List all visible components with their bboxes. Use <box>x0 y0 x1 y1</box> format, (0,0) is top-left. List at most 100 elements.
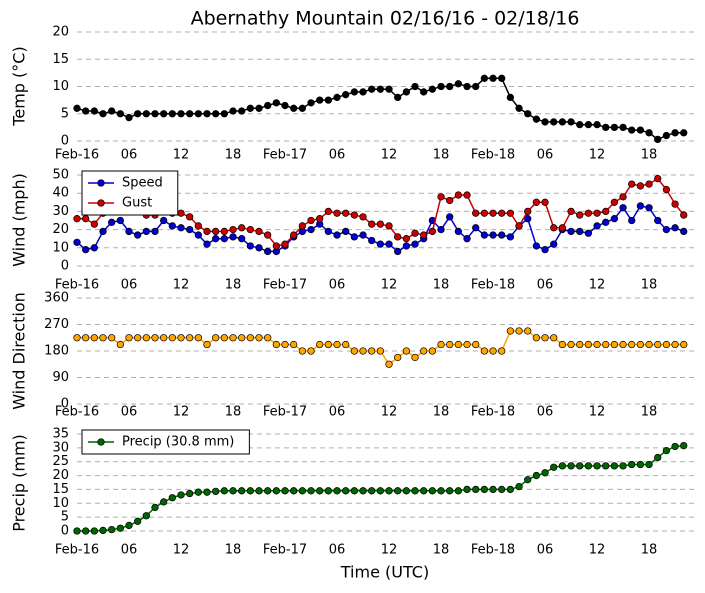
data-point <box>480 209 489 217</box>
data-point <box>90 527 98 535</box>
data-point <box>238 334 246 342</box>
data-point <box>186 110 194 118</box>
data-point <box>645 129 653 137</box>
data-point <box>255 244 263 252</box>
data-point <box>125 521 133 530</box>
data-point <box>472 224 480 232</box>
data-point <box>524 110 532 118</box>
data-point <box>255 334 263 342</box>
data-point <box>160 334 168 342</box>
data-point <box>73 238 81 246</box>
data-point <box>671 340 679 349</box>
data-point <box>229 225 237 234</box>
data-point <box>602 462 610 470</box>
data-point <box>610 340 619 349</box>
y-tick-label: 20 <box>52 222 69 237</box>
x-tick-label: 06 <box>121 278 138 293</box>
data-point <box>472 209 480 217</box>
x-tick-label: 06 <box>329 405 346 420</box>
data-point <box>264 247 272 256</box>
data-point <box>264 231 272 239</box>
data-point <box>524 476 532 484</box>
data-point <box>220 110 228 118</box>
data-point <box>437 487 445 495</box>
data-point <box>99 227 107 236</box>
x-tick-label: Feb-17 <box>263 278 307 293</box>
data-point <box>550 240 558 248</box>
data-point <box>151 110 159 118</box>
data-point <box>437 225 445 234</box>
data-point <box>264 487 272 495</box>
x-tick-label: Feb-18 <box>471 278 515 293</box>
data-point <box>272 242 281 250</box>
data-point <box>671 224 679 232</box>
data-point <box>628 126 636 134</box>
data-point <box>125 334 133 342</box>
data-point <box>333 487 341 495</box>
data-point <box>558 224 567 232</box>
data-point <box>584 229 593 237</box>
x-tick-label: 06 <box>537 405 554 420</box>
data-point <box>350 347 359 355</box>
data-point <box>454 487 463 495</box>
data-point <box>212 334 220 342</box>
data-point <box>229 233 237 241</box>
data-point <box>290 104 298 112</box>
data-point <box>368 487 376 495</box>
data-point <box>558 462 567 470</box>
data-point <box>142 110 150 118</box>
data-point <box>654 340 662 349</box>
data-point <box>567 118 575 126</box>
data-point <box>281 101 289 110</box>
data-point <box>229 107 237 115</box>
x-tick-label: 18 <box>433 148 450 163</box>
data-point <box>316 487 324 495</box>
data-point <box>636 126 645 134</box>
x-tick-label: 12 <box>589 148 606 163</box>
data-point <box>515 327 523 335</box>
x-tick-label: 18 <box>433 543 450 558</box>
data-point <box>411 240 419 248</box>
data-point <box>307 347 315 355</box>
data-point <box>368 85 376 93</box>
data-point <box>194 488 202 496</box>
data-point <box>290 340 298 349</box>
data-point <box>220 227 228 236</box>
data-point <box>333 209 341 217</box>
data-point <box>168 110 176 118</box>
data-point <box>73 215 81 223</box>
data-point <box>480 74 489 82</box>
x-tick-label: 18 <box>225 278 242 293</box>
data-point <box>177 209 185 217</box>
y-axis-label: Precip (mm) <box>10 434 29 532</box>
data-point <box>151 503 159 512</box>
data-point <box>541 469 549 477</box>
data-point <box>602 218 610 226</box>
data-point <box>489 485 497 494</box>
data-point <box>437 340 445 349</box>
x-tick-label: Feb-16 <box>55 148 99 163</box>
data-point <box>532 115 541 123</box>
x-tick-label: 18 <box>433 405 450 420</box>
x-tick-label: 18 <box>433 278 450 293</box>
data-point <box>454 340 463 349</box>
y-tick-label: 90 <box>52 370 69 385</box>
data-point <box>307 225 315 234</box>
data-point <box>472 340 480 349</box>
data-point <box>324 487 333 495</box>
x-tick-label: 06 <box>329 148 346 163</box>
legend: Speed Gust <box>81 170 179 216</box>
data-point <box>428 487 437 495</box>
data-point <box>420 487 428 495</box>
data-point <box>576 120 584 129</box>
y-tick-label: 0 <box>61 397 69 412</box>
x-tick-label: 12 <box>173 543 190 558</box>
x-tick-label: 12 <box>589 405 606 420</box>
x-tick-label: 18 <box>225 405 242 420</box>
y-axis-label: Wind (mph) <box>10 173 29 267</box>
data-point <box>480 347 489 355</box>
y-tick-label: 10 <box>52 496 69 511</box>
data-point <box>160 498 168 506</box>
data-point <box>446 82 454 91</box>
data-point <box>610 462 619 470</box>
